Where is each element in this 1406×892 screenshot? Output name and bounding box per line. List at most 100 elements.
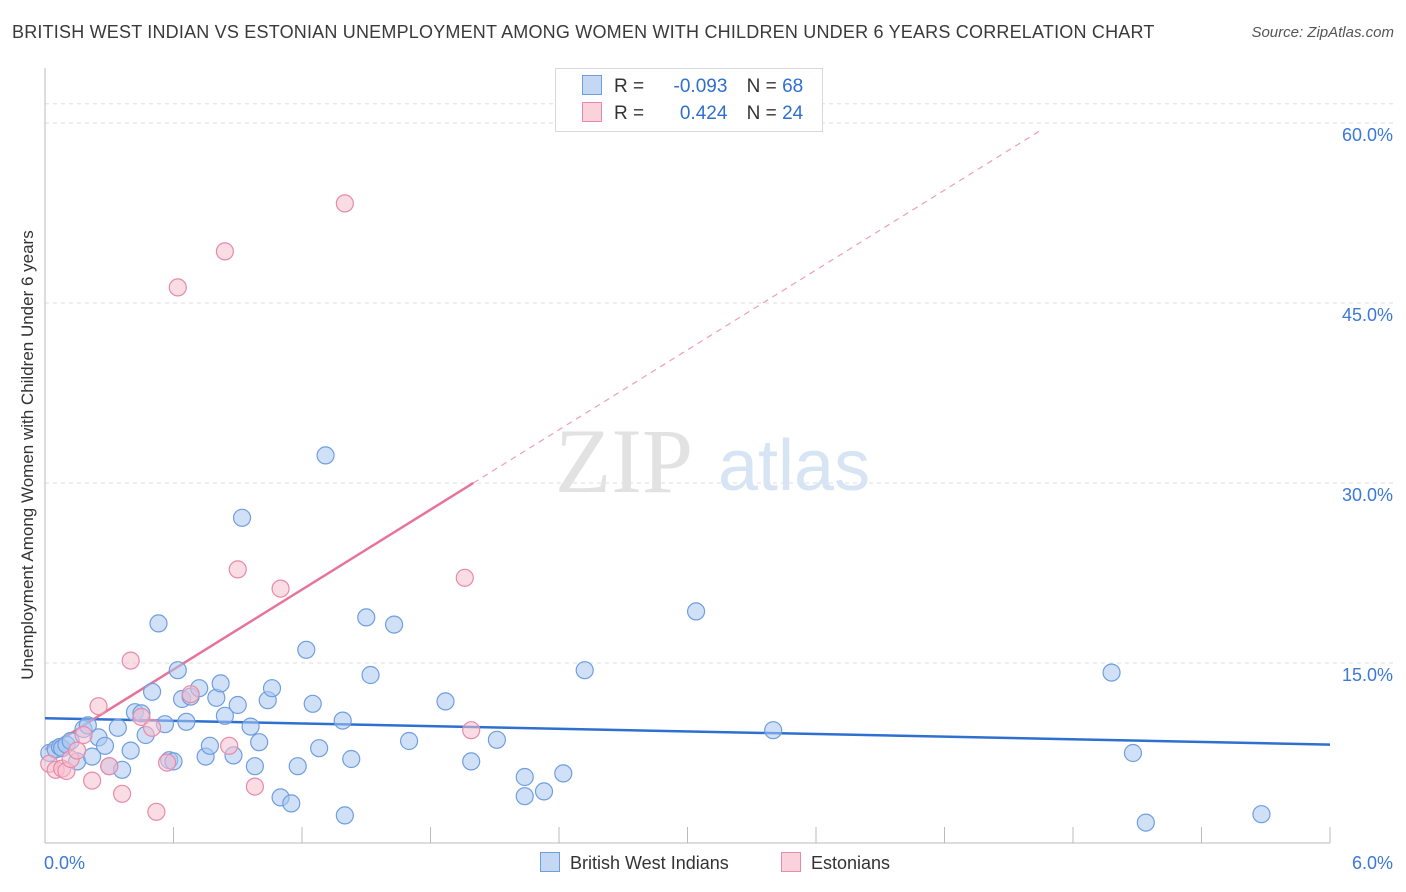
point-british-west-indians	[342, 749, 361, 769]
tick-labels: 15.0% 30.0% 45.0% 60.0% 0.0% 6.0%	[44, 125, 1393, 873]
point-estonians	[112, 784, 132, 803]
point-estonians	[228, 560, 247, 579]
point-british-west-indians	[384, 615, 404, 634]
legend-r-label: R =	[614, 103, 645, 124]
point-british-west-indians	[316, 446, 335, 465]
point-british-west-indians	[177, 712, 196, 731]
point-british-west-indians	[764, 721, 783, 740]
point-estonians	[181, 685, 200, 704]
point-british-west-indians	[303, 694, 322, 713]
point-estonians	[132, 707, 151, 727]
point-british-west-indians	[95, 736, 115, 755]
axes	[44, 68, 1331, 844]
y-tick-label: 45.0%	[1342, 305, 1393, 325]
point-estonians	[462, 721, 481, 740]
y-tick-label: 30.0%	[1342, 485, 1393, 505]
point-british-west-indians	[215, 706, 234, 725]
point-british-west-indians	[1102, 663, 1121, 682]
y-tick-label: 60.0%	[1342, 125, 1393, 145]
bottom-legend-item-british-west-indians: British West Indians	[540, 852, 729, 874]
point-estonians	[455, 568, 474, 587]
point-british-west-indians	[357, 608, 376, 627]
legend-r-value: 0.424	[679, 103, 728, 124]
point-british-west-indians	[282, 794, 301, 813]
point-british-west-indians	[399, 731, 419, 751]
point-british-west-indians	[142, 682, 162, 701]
watermark-atlas: atlas	[718, 426, 870, 506]
trend-line-estonians	[44, 481, 474, 751]
point-british-west-indians	[232, 508, 252, 527]
point-estonians	[142, 718, 162, 737]
trend-line-british-west-indians	[44, 716, 1331, 746]
point-british-west-indians	[262, 679, 282, 698]
legend-row-estonians: R = 0.424 N = 24	[582, 102, 803, 126]
legend-swatch-pink	[582, 102, 602, 122]
point-estonians	[100, 757, 119, 776]
point-british-west-indians	[121, 741, 140, 760]
point-british-west-indians	[335, 806, 354, 825]
chart-title: BRITISH WEST INDIAN VS ESTONIAN UNEMPLOY…	[12, 22, 1155, 42]
watermark: ZIP atlas	[555, 410, 870, 512]
point-british-west-indians	[333, 711, 352, 730]
bottom-legend-item-estonians: Estonians	[781, 852, 890, 874]
point-british-west-indians	[297, 640, 316, 659]
grid-lines	[45, 103, 1395, 664]
watermark-zip: ZIP	[555, 410, 693, 512]
point-estonians	[335, 194, 354, 213]
point-british-west-indians	[1252, 805, 1271, 824]
legend-r-label: R =	[614, 76, 645, 97]
y-tick-label: 15.0%	[1342, 665, 1393, 685]
point-estonians	[168, 278, 187, 297]
point-estonians	[245, 777, 264, 796]
point-estonians	[83, 771, 102, 790]
point-british-west-indians	[1123, 743, 1143, 763]
data-points	[40, 194, 1271, 832]
point-british-west-indians	[288, 757, 307, 776]
point-british-west-indians	[200, 736, 220, 755]
legend-n-value: 24	[782, 103, 804, 124]
point-british-west-indians	[1136, 813, 1155, 832]
trend-lines	[44, 129, 1331, 751]
point-british-west-indians	[487, 730, 506, 749]
correlation-legend: R = -0.093 N = 68 R = 0.424 N = 24	[555, 68, 823, 132]
point-estonians	[220, 736, 239, 755]
point-estonians	[89, 697, 108, 716]
bottom-legend-label: British West Indians	[570, 853, 729, 873]
bottom-legend-swatch-pink	[781, 852, 801, 872]
bottom-legend-label: Estonians	[811, 853, 891, 873]
point-british-west-indians	[534, 782, 554, 801]
point-british-west-indians	[149, 614, 168, 633]
point-british-west-indians	[575, 661, 594, 680]
point-british-west-indians	[436, 692, 455, 711]
point-estonians	[68, 741, 87, 760]
point-estonians	[121, 651, 140, 670]
point-british-west-indians	[462, 752, 481, 771]
point-british-west-indians	[250, 733, 269, 752]
point-estonians	[271, 579, 290, 598]
point-british-west-indians	[686, 602, 706, 621]
bottom-legend-swatch-blue	[540, 852, 560, 872]
point-estonians	[147, 802, 166, 821]
legend-n-label: N =	[746, 76, 777, 97]
point-british-west-indians	[108, 718, 127, 737]
source-label: Source: ZipAtlas.com	[1251, 24, 1394, 41]
point-estonians	[157, 753, 177, 772]
legend-n-label: N =	[746, 103, 777, 124]
trend-line-estonians-extended	[473, 129, 1042, 484]
point-british-west-indians	[168, 661, 187, 680]
legend-n-value: 68	[782, 76, 804, 97]
point-british-west-indians	[241, 717, 260, 736]
point-british-west-indians	[554, 764, 573, 783]
legend-r-value: -0.093	[673, 76, 728, 97]
point-estonians	[215, 242, 234, 261]
point-british-west-indians	[515, 787, 534, 806]
point-british-west-indians	[361, 665, 380, 685]
x-tick-label: 6.0%	[1352, 853, 1393, 873]
point-british-west-indians	[211, 674, 230, 693]
point-british-west-indians	[310, 739, 329, 758]
point-british-west-indians	[245, 757, 264, 776]
point-british-west-indians	[228, 695, 247, 715]
point-estonians	[74, 725, 93, 745]
legend-swatch-blue	[582, 75, 602, 95]
